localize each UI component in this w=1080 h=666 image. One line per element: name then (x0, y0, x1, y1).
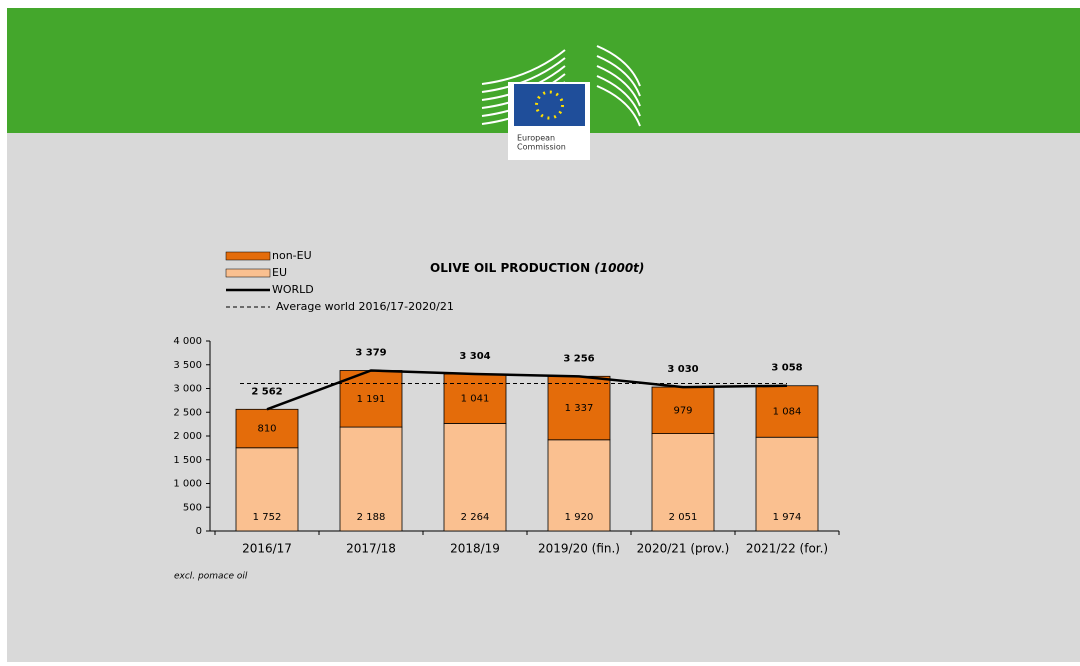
legend-label: WORLD (272, 283, 314, 296)
legend-swatch (225, 268, 271, 278)
world-line (266, 369, 788, 411)
data-label: 1 752 (253, 512, 282, 523)
logo-text: Commission (517, 143, 566, 152)
bar-segment (443, 423, 507, 532)
data-label: 2 188 (357, 512, 386, 523)
data-label: 1 337 (565, 403, 594, 414)
data-label: 1 191 (357, 394, 386, 405)
data-label: 3 304 (459, 351, 490, 362)
y-tick-label: 2 500 (173, 407, 202, 418)
data-label: 3 256 (563, 353, 594, 364)
x-tick-label: 2017/18 (346, 542, 396, 556)
footnote: excl. pomace oil (174, 572, 248, 582)
data-label: 979 (673, 405, 692, 416)
y-tick-label: 4 000 (173, 336, 202, 347)
x-tick-label: 2021/22 (for.) (746, 542, 828, 556)
bar-segment (235, 408, 299, 449)
y-tick-label: 0 (196, 526, 202, 537)
bar-segment (547, 439, 611, 532)
logo: European Commission (481, 45, 641, 160)
legend-label: EU (272, 266, 287, 279)
y-tick-label: 500 (183, 502, 202, 513)
y-tick-label: 3 500 (173, 360, 202, 371)
x-tick-label: 2016/17 (242, 542, 292, 556)
legend-swatch (225, 251, 271, 261)
bar-segment (443, 373, 507, 424)
data-label: 1 041 (461, 394, 490, 405)
bar-segment (547, 375, 611, 441)
data-label: 2 264 (461, 512, 490, 523)
data-label: 1 974 (773, 512, 802, 523)
x-tick-label: 2018/19 (450, 542, 500, 556)
data-label: 3 030 (667, 364, 698, 375)
legend-label: non-EU (272, 249, 312, 262)
data-label: 1 920 (565, 512, 594, 523)
data-label: 810 (257, 424, 276, 435)
data-label: 3 379 (355, 347, 386, 358)
data-label: 3 058 (771, 363, 802, 374)
y-tick-label: 1 500 (173, 455, 202, 466)
chart-title: OLIVE OIL PRODUCTION (1000t) (430, 261, 644, 275)
x-tick-label: 2019/20 (fin.) (538, 542, 620, 556)
legend-label: Average world 2016/17-2020/21 (276, 300, 454, 313)
bar-segment (235, 447, 299, 532)
data-label: 1 084 (773, 406, 802, 417)
data-label: 2 562 (251, 386, 282, 397)
bar-segment (651, 433, 715, 532)
bar-segment (339, 426, 403, 532)
y-tick-label: 2 000 (173, 431, 202, 442)
bar-segment (651, 386, 715, 434)
data-label: 2 051 (669, 512, 698, 523)
bar-segment (339, 370, 403, 428)
x-tick-label: 2020/21 (prov.) (637, 542, 730, 556)
y-tick-label: 3 000 (173, 384, 202, 395)
logo-text: European (517, 134, 555, 143)
bar-segment (755, 436, 819, 532)
y-tick-label: 1 000 (173, 479, 202, 490)
